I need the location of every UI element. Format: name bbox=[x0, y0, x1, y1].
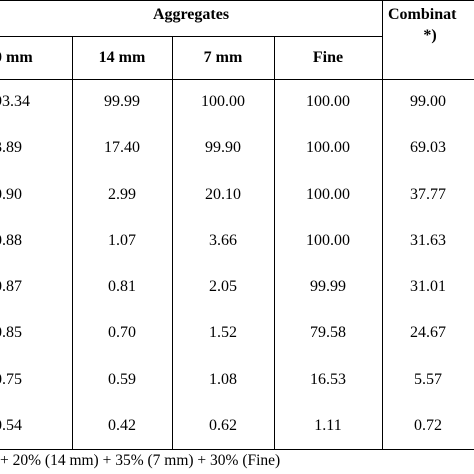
table-cell: 100.00 bbox=[306, 93, 350, 111]
col-divider-3 bbox=[274, 36, 275, 449]
rule-top bbox=[0, 0, 474, 1]
table-cell: 1.52 bbox=[209, 324, 237, 342]
table-cell: 0.42 bbox=[108, 416, 136, 434]
rule-under-header bbox=[0, 79, 474, 80]
table-cell: 0.87 bbox=[0, 278, 22, 296]
column-header-1: 0 mm bbox=[0, 48, 33, 66]
table-cell: 99.00 bbox=[410, 93, 446, 111]
table-cell: 100.00 bbox=[306, 139, 350, 157]
rule-bottom bbox=[0, 449, 474, 450]
column-header-2: 14 mm bbox=[98, 48, 146, 66]
table-cell: 3.66 bbox=[209, 231, 237, 249]
table-cell: 5.57 bbox=[414, 370, 442, 388]
table-cell: 93.34 bbox=[0, 93, 30, 111]
table-cell: 0.85 bbox=[0, 324, 22, 342]
table-cell: 0.70 bbox=[108, 324, 136, 342]
table-cell: 0.62 bbox=[209, 416, 237, 434]
table-cell: 37.77 bbox=[410, 185, 446, 203]
col-divider-2 bbox=[172, 36, 173, 449]
combined-header-line1: Combinat bbox=[388, 6, 457, 23]
table-cell: 3.89 bbox=[0, 139, 22, 157]
table-cell: 100.00 bbox=[201, 93, 245, 111]
table-cell: 99.99 bbox=[310, 278, 346, 296]
table-cell: 100.00 bbox=[306, 185, 350, 203]
table-cell: 31.63 bbox=[410, 231, 446, 249]
aggregates-header: Aggregates bbox=[152, 6, 230, 23]
table-cell: 0.90 bbox=[0, 185, 22, 203]
table-cell: 0.88 bbox=[0, 231, 22, 249]
table-footnote: + 20% (14 mm) + 35% (7 mm) + 30% (Fine) bbox=[0, 452, 281, 469]
table-cell: 1.08 bbox=[209, 370, 237, 388]
rule-under-aggregates bbox=[0, 36, 382, 37]
table-cell: 0.54 bbox=[0, 416, 22, 434]
column-header-4: Fine bbox=[312, 48, 344, 66]
table-cell: 2.05 bbox=[209, 278, 237, 296]
table-cell: 0.81 bbox=[108, 278, 136, 296]
column-header-3: 7 mm bbox=[203, 48, 243, 66]
table-cell: 100.00 bbox=[306, 231, 350, 249]
table-cell: 79.58 bbox=[310, 324, 346, 342]
table-cell: 99.99 bbox=[104, 93, 140, 111]
table-cell: 99.90 bbox=[205, 139, 241, 157]
col-divider-4 bbox=[382, 0, 383, 449]
combined-header-line2: *) bbox=[423, 27, 437, 44]
table-cell: 16.53 bbox=[310, 370, 346, 388]
table-cell: 69.03 bbox=[410, 139, 446, 157]
table-cell: 17.40 bbox=[104, 139, 140, 157]
col-divider-1 bbox=[72, 36, 73, 449]
table-cell: 31.01 bbox=[410, 278, 446, 296]
table-cell: 1.07 bbox=[108, 231, 136, 249]
table-cell: 0.75 bbox=[0, 370, 22, 388]
table-cell: 20.10 bbox=[205, 185, 241, 203]
table-cell: 1.11 bbox=[314, 416, 342, 434]
table-cell: 24.67 bbox=[410, 324, 446, 342]
table-cell: 0.59 bbox=[108, 370, 136, 388]
table-cell: 2.99 bbox=[108, 185, 136, 203]
table-cell: 0.72 bbox=[414, 416, 442, 434]
